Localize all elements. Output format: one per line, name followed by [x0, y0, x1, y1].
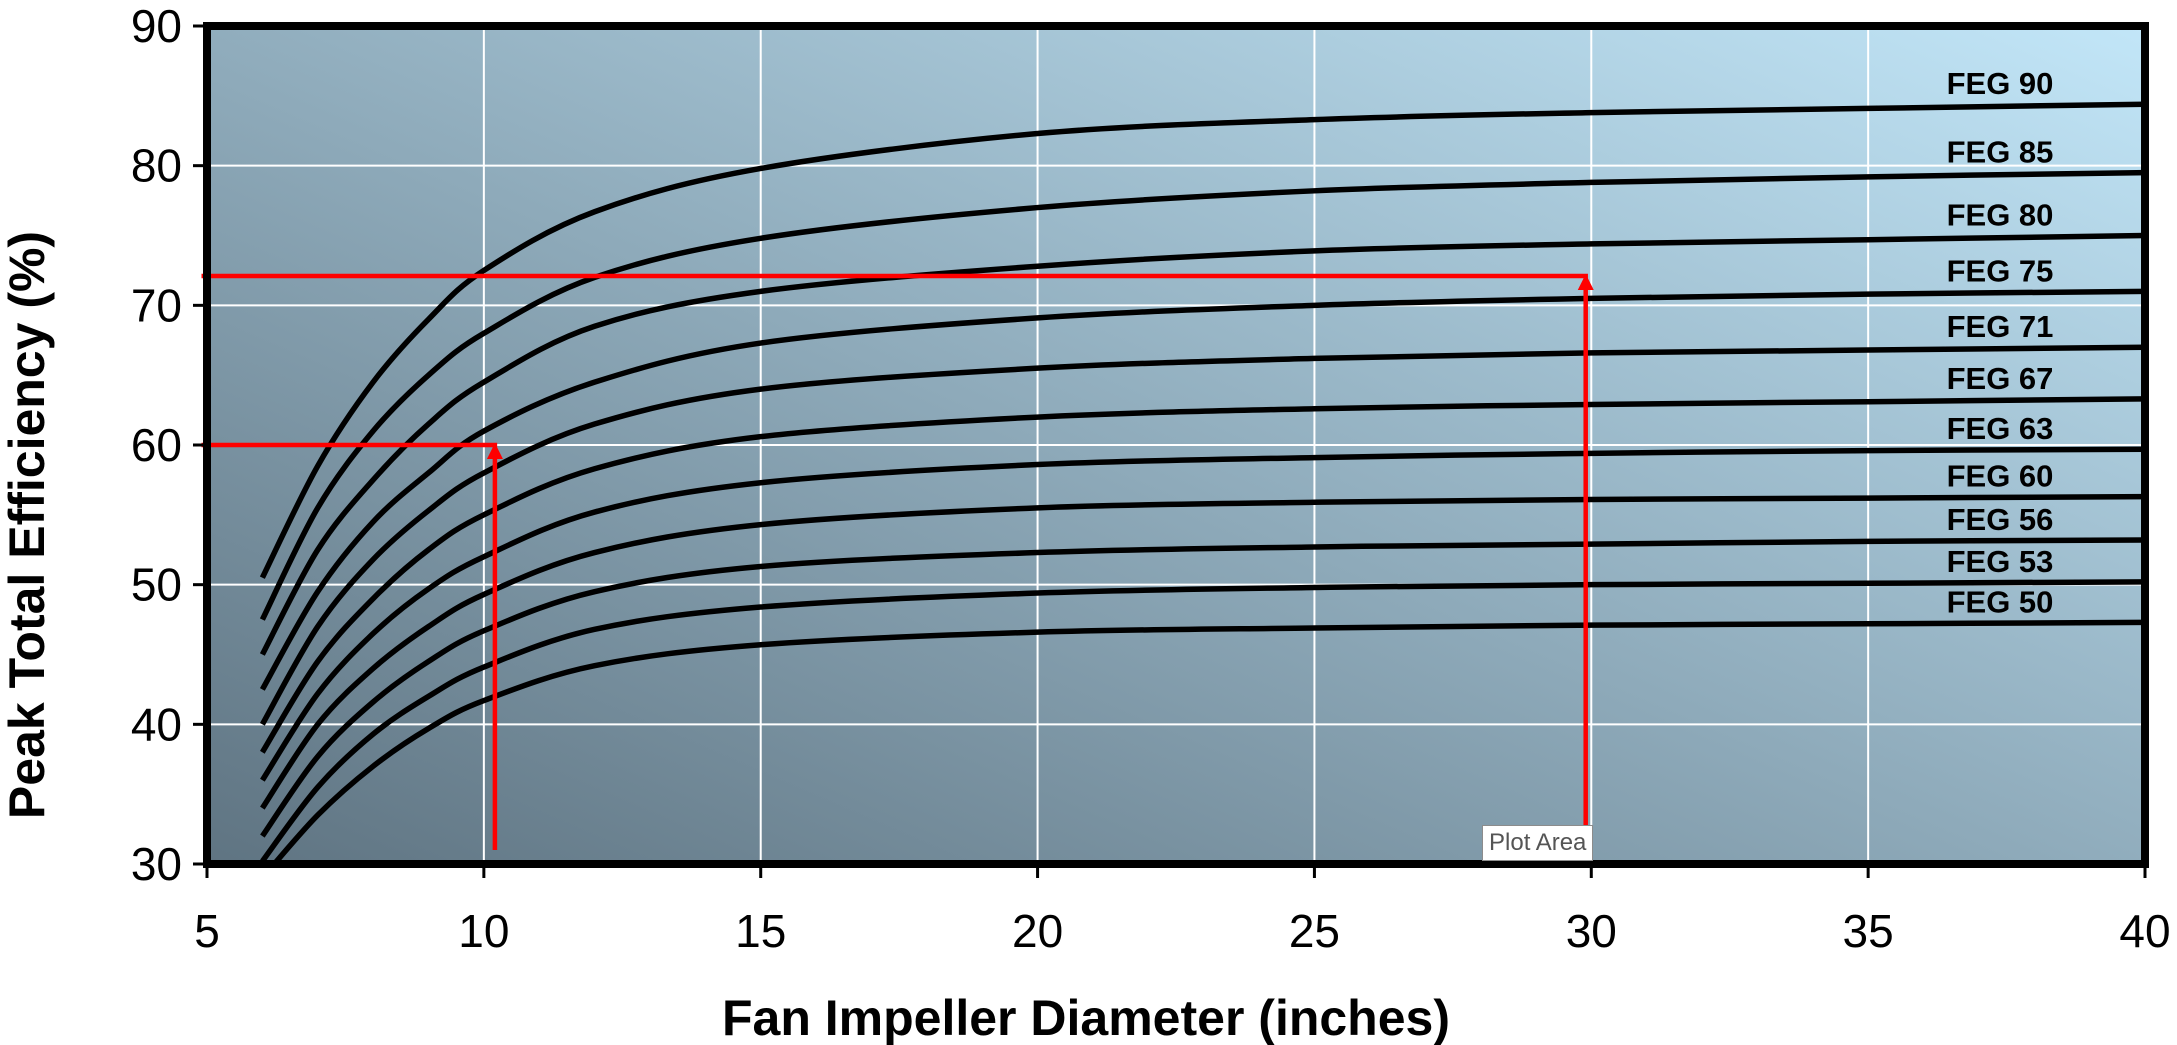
curve-labels: FEG 90 FEG 85 FEG 80 FEG 75 FEG 71 FEG 67 FEG … — [1947, 66, 2054, 619]
x-tick-label: 15 — [735, 905, 786, 957]
curve-label: FEG 90 — [1947, 66, 2054, 101]
x-tick-label: 5 — [194, 905, 220, 957]
feg-curve-feg-53 — [260, 579, 2145, 863]
curve-label: FEG 80 — [1947, 198, 2054, 233]
x-tick-label: 20 — [1012, 905, 1063, 957]
feg-curve-feg-85 — [259, 169, 2145, 621]
guide-arrowhead-1 — [486, 443, 503, 459]
curve-label: FEG 50 — [1947, 584, 2054, 619]
feg-curve-feg-80 — [259, 232, 2145, 656]
curve-label: FEG 60 — [1947, 459, 2054, 494]
feg-curve-feg-71 — [259, 344, 2145, 726]
x-axis-title: Fan Impeller Diameter (inches) — [722, 990, 1450, 1045]
curve-label: FEG 56 — [1947, 502, 2054, 537]
x-tick-label: 40 — [2119, 905, 2170, 957]
y-tick-label: 80 — [131, 140, 182, 192]
y-tick-label: 60 — [131, 419, 182, 471]
guide-arrows — [201, 273, 1594, 856]
curve-label: FEG 63 — [1947, 411, 2054, 446]
y-tick-label: 90 — [131, 0, 182, 52]
x-tick-label: 10 — [458, 905, 509, 957]
guide-arrowhead-2 — [1577, 274, 1594, 291]
feg-curve-feg-90 — [259, 101, 2145, 579]
y-axis-title: Peak Total Efficiency (%) — [0, 231, 55, 819]
feg-curve-feg-56 — [260, 537, 2145, 838]
x-tick-label: 30 — [1566, 905, 1617, 957]
x-tick-label: 25 — [1289, 905, 1340, 957]
gridlines — [207, 26, 2145, 864]
curve-label: FEG 71 — [1947, 309, 2054, 344]
curve-label: FEG 67 — [1947, 361, 2054, 396]
feg-curve-feg-60 — [260, 493, 2145, 810]
feg-curve-feg-67 — [260, 396, 2145, 754]
y-tick-label: 40 — [131, 698, 182, 750]
y-tick-label: 70 — [131, 279, 182, 331]
feg-curve-feg-75 — [259, 288, 2145, 691]
curve-label: FEG 85 — [1947, 135, 2054, 170]
feg-curves — [259, 101, 2145, 864]
plot-area-tooltip: Plot Area — [1482, 825, 1594, 861]
y-tick-label: 50 — [131, 559, 182, 611]
curve-label: FEG 53 — [1947, 544, 2054, 579]
x-tick-label: 35 — [1843, 905, 1894, 957]
axis-ticks: 5 10 15 20 25 30 35 40 30 40 50 60 70 80 90 — [131, 0, 2171, 957]
y-tick-label: 30 — [131, 838, 182, 890]
feg-curve-feg-63 — [260, 446, 2145, 782]
curve-label: FEG 75 — [1947, 253, 2054, 288]
feg-curve-feg-50 — [270, 619, 2145, 864]
